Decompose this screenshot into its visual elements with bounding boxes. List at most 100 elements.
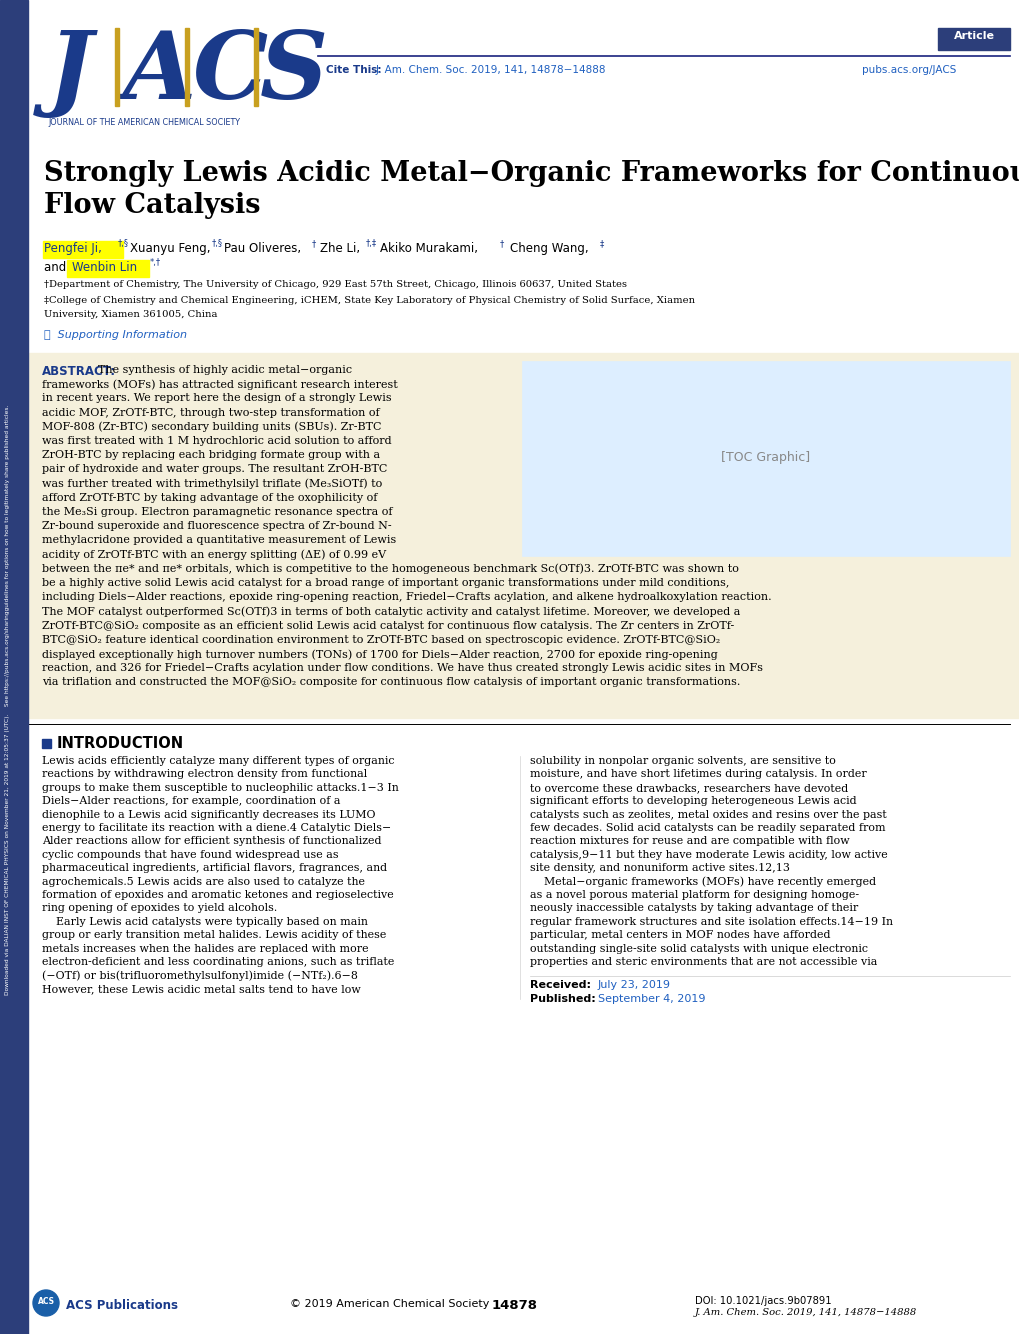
Text: dienophile to a Lewis acid significantly decreases its LUMO: dienophile to a Lewis acid significantly…: [42, 810, 375, 819]
Text: agrochemicals.5 Lewis acids are also used to catalyze the: agrochemicals.5 Lewis acids are also use…: [42, 876, 365, 887]
Text: The synthesis of highly acidic metal−organic: The synthesis of highly acidic metal−org…: [98, 366, 352, 375]
Text: particular, metal centers in MOF nodes have afforded: particular, metal centers in MOF nodes h…: [530, 930, 829, 940]
Text: reactions by withdrawing electron density from functional: reactions by withdrawing electron densit…: [42, 770, 367, 779]
Text: ‡: ‡: [599, 239, 603, 248]
Bar: [28, 354, 1019, 718]
Text: significant efforts to developing heterogeneous Lewis acid: significant efforts to developing hetero…: [530, 796, 856, 806]
Text: MOF-808 (Zr-BTC) secondary building units (SBUs). Zr-BTC: MOF-808 (Zr-BTC) secondary building unit…: [42, 422, 381, 432]
Text: Downloaded via DALIAN INST OF CHEMICAL PHYSICS on November 21, 2019 at 12:05:37 : Downloaded via DALIAN INST OF CHEMICAL P…: [5, 404, 10, 995]
Text: July 23, 2019: July 23, 2019: [597, 980, 671, 990]
Text: frameworks (MOFs) has attracted significant research interest: frameworks (MOFs) has attracted signific…: [42, 379, 397, 390]
Text: ZrOH-BTC by replacing each bridging formate group with a: ZrOH-BTC by replacing each bridging form…: [42, 450, 380, 460]
Text: moisture, and have short lifetimes during catalysis. In order: moisture, and have short lifetimes durin…: [530, 770, 866, 779]
Text: Zhe Li,: Zhe Li,: [320, 241, 360, 255]
Text: cyclic compounds that have found widespread use as: cyclic compounds that have found widespr…: [42, 850, 338, 860]
Text: few decades. Solid acid catalysts can be readily separated from: few decades. Solid acid catalysts can be…: [530, 823, 884, 832]
Text: †,§: †,§: [118, 239, 128, 248]
Text: JOURNAL OF THE AMERICAN CHEMICAL SOCIETY: JOURNAL OF THE AMERICAN CHEMICAL SOCIETY: [48, 117, 239, 127]
Text: C: C: [192, 28, 267, 117]
Text: reaction mixtures for reuse and are compatible with flow: reaction mixtures for reuse and are comp…: [530, 836, 849, 846]
Text: pair of hydroxide and water groups. The resultant ZrOH-BTC: pair of hydroxide and water groups. The …: [42, 464, 387, 475]
Text: Early Lewis acid catalysts were typically based on main: Early Lewis acid catalysts were typicall…: [42, 916, 368, 927]
Text: Lewis acids efficiently catalyze many different types of organic: Lewis acids efficiently catalyze many di…: [42, 756, 394, 766]
Text: properties and steric environments that are not accessible via: properties and steric environments that …: [530, 956, 876, 967]
Text: Pau Oliveres,: Pau Oliveres,: [224, 241, 301, 255]
Text: Diels−Alder reactions, for example, coordination of a: Diels−Alder reactions, for example, coor…: [42, 796, 340, 806]
Text: via triflation and constructed the MOF@SiO₂ composite for continuous flow cataly: via triflation and constructed the MOF@S…: [42, 678, 740, 687]
Text: DOI: 10.1021/jacs.9b07891: DOI: 10.1021/jacs.9b07891: [694, 1297, 830, 1306]
Text: A: A: [122, 28, 196, 117]
Text: [TOC Graphic]: [TOC Graphic]: [720, 451, 810, 464]
Text: groups to make them susceptible to nucleophilic attacks.1−3 In: groups to make them susceptible to nucle…: [42, 783, 398, 792]
Text: reaction, and 326 for Friedel−Crafts acylation under flow conditions. We have th: reaction, and 326 for Friedel−Crafts acy…: [42, 663, 762, 674]
Text: regular framework structures and site isolation effects.14−19 In: regular framework structures and site is…: [530, 916, 892, 927]
Text: to overcome these drawbacks, researchers have devoted: to overcome these drawbacks, researchers…: [530, 783, 848, 792]
Bar: [115, 28, 119, 105]
Text: Published:: Published:: [530, 994, 595, 1005]
Text: solubility in nonpolar organic solvents, are sensitive to: solubility in nonpolar organic solvents,…: [530, 756, 835, 766]
Text: September 4, 2019: September 4, 2019: [597, 994, 705, 1005]
Text: ZrOTf-BTC@SiO₂ composite as an efficient solid Lewis acid catalyst for continuou: ZrOTf-BTC@SiO₂ composite as an efficient…: [42, 620, 734, 631]
Text: Metal−organic frameworks (MOFs) have recently emerged: Metal−organic frameworks (MOFs) have rec…: [530, 876, 875, 887]
Bar: [184, 28, 189, 105]
Text: †: †: [312, 239, 316, 248]
Text: †,§: †,§: [212, 239, 223, 248]
Bar: [937, 28, 1009, 49]
Text: outstanding single-site solid catalysts with unique electronic: outstanding single-site solid catalysts …: [530, 943, 867, 954]
Text: †,‡: †,‡: [366, 239, 377, 248]
Text: displayed exceptionally high turnover numbers (TONs) of 1700 for Diels−Alder rea: displayed exceptionally high turnover nu…: [42, 650, 717, 659]
Text: in recent years. We report here the design of a strongly Lewis: in recent years. We report here the desi…: [42, 394, 391, 403]
Text: Strongly Lewis Acidic Metal−Organic Frameworks for Continuous
Flow Catalysis: Strongly Lewis Acidic Metal−Organic Fram…: [44, 160, 1019, 219]
Bar: [522, 362, 1009, 556]
Text: © 2019 American Chemical Society: © 2019 American Chemical Society: [289, 1299, 489, 1309]
Circle shape: [33, 1290, 59, 1317]
Bar: [67, 260, 149, 277]
Text: as a novel porous material platform for designing homoge-: as a novel porous material platform for …: [530, 890, 858, 900]
Text: Alder reactions allow for efficient synthesis of functionalized: Alder reactions allow for efficient synt…: [42, 836, 381, 846]
Text: ring opening of epoxides to yield alcohols.: ring opening of epoxides to yield alcoho…: [42, 903, 277, 914]
Text: the Me₃Si group. Electron paramagnetic resonance spectra of: the Me₃Si group. Electron paramagnetic r…: [42, 507, 392, 518]
Bar: [42, 739, 51, 748]
Text: University, Xiamen 361005, China: University, Xiamen 361005, China: [44, 309, 217, 319]
Text: metals increases when the halides are replaced with more: metals increases when the halides are re…: [42, 943, 368, 954]
Text: acidity of ZrOTf-BTC with an energy splitting (ΔE) of 0.99 eV: acidity of ZrOTf-BTC with an energy spli…: [42, 550, 386, 560]
Text: methylacridone provided a quantitative measurement of Lewis: methylacridone provided a quantitative m…: [42, 535, 395, 546]
Text: was first treated with 1 M hydrochloric acid solution to afford: was first treated with 1 M hydrochloric …: [42, 436, 391, 446]
Text: electron-deficient and less coordinating anions, such as triflate: electron-deficient and less coordinating…: [42, 956, 394, 967]
Text: Zr-bound superoxide and fluorescence spectra of Zr-bound N-: Zr-bound superoxide and fluorescence spe…: [42, 522, 391, 531]
Text: between the πe* and πe* orbitals, which is competitive to the homogeneous benchm: between the πe* and πe* orbitals, which …: [42, 564, 738, 575]
Text: group or early transition metal halides. Lewis acidity of these: group or early transition metal halides.…: [42, 930, 386, 940]
Text: †Department of Chemistry, The University of Chicago, 929 East 57th Street, Chica: †Department of Chemistry, The University…: [44, 280, 627, 289]
Text: catalysis,9−11 but they have moderate Lewis acidity, low active: catalysis,9−11 but they have moderate Le…: [530, 850, 887, 860]
Text: formation of epoxides and aromatic ketones and regioselective: formation of epoxides and aromatic keton…: [42, 890, 393, 900]
Text: was further treated with trimethylsilyl triflate (Me₃SiOTf) to: was further treated with trimethylsilyl …: [42, 479, 382, 490]
Text: *,†: *,†: [150, 257, 161, 267]
Text: including Diels−Alder reactions, epoxide ring-opening reaction, Friedel−Crafts a: including Diels−Alder reactions, epoxide…: [42, 592, 770, 602]
Text: ACS Publications: ACS Publications: [66, 1299, 178, 1313]
Bar: [254, 28, 258, 105]
Text: be a highly active solid Lewis acid catalyst for a broad range of important orga: be a highly active solid Lewis acid cata…: [42, 578, 729, 588]
Text: neously inaccessible catalysts by taking advantage of their: neously inaccessible catalysts by taking…: [530, 903, 857, 914]
Text: pharmaceutical ingredients, artificial flavors, fragrances, and: pharmaceutical ingredients, artificial f…: [42, 863, 387, 874]
Bar: [28, 0, 1019, 155]
Text: energy to facilitate its reaction with a diene.4 Catalytic Diels−: energy to facilitate its reaction with a…: [42, 823, 391, 832]
Text: Akiko Murakami,: Akiko Murakami,: [380, 241, 478, 255]
Text: J: J: [48, 28, 93, 117]
Text: INTRODUCTION: INTRODUCTION: [57, 736, 184, 751]
Text: J. Am. Chem. Soc. 2019, 141, 14878−14888: J. Am. Chem. Soc. 2019, 141, 14878−14888: [694, 1309, 916, 1317]
Text: 14878: 14878: [491, 1299, 537, 1313]
Text: acidic MOF, ZrOTf-BTC, through two-step transformation of: acidic MOF, ZrOTf-BTC, through two-step …: [42, 408, 379, 418]
Text: Article: Article: [953, 31, 994, 41]
Text: The MOF catalyst outperformed Sc(OTf)3 in terms of both catalytic activity and c: The MOF catalyst outperformed Sc(OTf)3 i…: [42, 607, 740, 616]
Text: J. Am. Chem. Soc. 2019, 141, 14878−14888: J. Am. Chem. Soc. 2019, 141, 14878−14888: [376, 65, 606, 75]
Text: Cheng Wang,: Cheng Wang,: [510, 241, 588, 255]
Text: catalysts such as zeolites, metal oxides and resins over the past: catalysts such as zeolites, metal oxides…: [530, 810, 886, 819]
Text: Xuanyu Feng,: Xuanyu Feng,: [129, 241, 210, 255]
Text: site density, and nonuniform active sites.12,13: site density, and nonuniform active site…: [530, 863, 790, 874]
Text: Received:: Received:: [530, 980, 590, 990]
Text: S: S: [260, 28, 328, 117]
Text: Pengfei Ji,: Pengfei Ji,: [44, 241, 102, 255]
Text: ACS: ACS: [38, 1297, 54, 1306]
Text: ABSTRACT:: ABSTRACT:: [42, 366, 116, 378]
Text: (−OTf) or bis(trifluoromethylsulfonyl)imide (−NTf₂).6−8: (−OTf) or bis(trifluoromethylsulfonyl)im…: [42, 970, 358, 980]
